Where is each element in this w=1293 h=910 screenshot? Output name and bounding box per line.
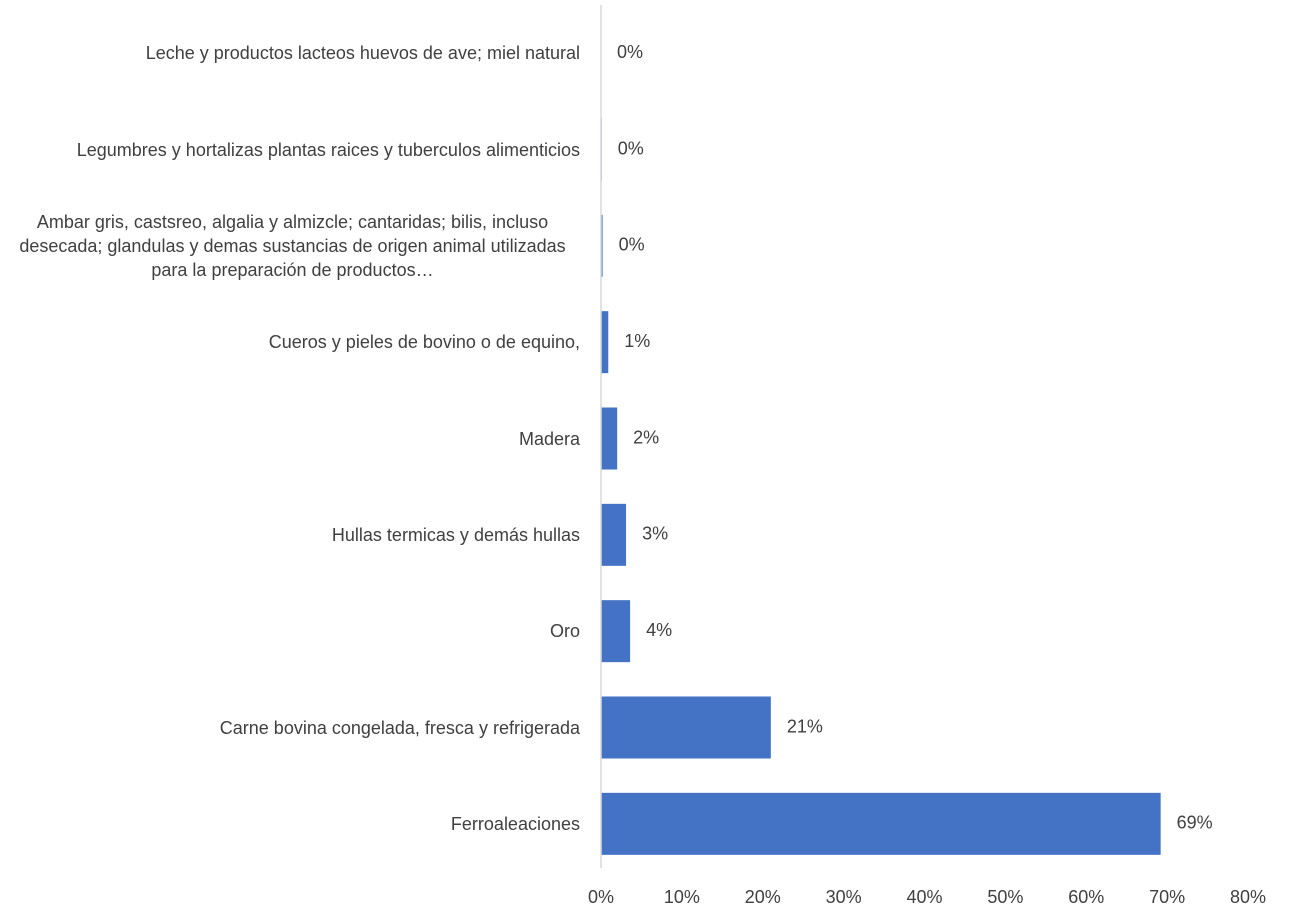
bar	[601, 503, 627, 566]
bar	[601, 407, 618, 470]
bar	[601, 214, 603, 277]
data-label: 69%	[1177, 813, 1213, 833]
data-label: 0%	[619, 235, 645, 255]
x-tick-label: 60%	[1068, 887, 1104, 907]
data-label: 21%	[787, 716, 823, 736]
category-label-box: Cueros y pieles de bovino o de equino,	[0, 330, 580, 354]
bar	[601, 311, 609, 374]
y-tick-label: Hullas termicas y demás hullas	[331, 524, 580, 545]
x-tick-label: 0%	[588, 887, 614, 907]
bar	[601, 792, 1161, 855]
category-label-box: Hullas termicas y demás hullas	[0, 523, 580, 547]
y-tick-label: Ambar gris, castsreo, algalia y almizcle…	[19, 211, 566, 280]
y-tick-label: Leche y productos lacteos huevos de ave;…	[145, 43, 580, 64]
category-label-box: Ambar gris, castsreo, algalia y almizcle…	[0, 210, 580, 282]
category-label-box: Leche y productos lacteos huevos de ave;…	[0, 41, 580, 65]
x-tick-label: 80%	[1230, 887, 1266, 907]
data-label: 4%	[646, 620, 672, 640]
x-tick-label: 50%	[987, 887, 1023, 907]
y-tick-label: Cueros y pieles de bovino o de equino,	[268, 332, 580, 353]
category-label-box: Oro	[0, 619, 580, 643]
bar	[601, 600, 631, 663]
y-tick-label: Madera	[518, 428, 580, 449]
data-label: 3%	[642, 524, 668, 544]
data-label: 0%	[618, 138, 644, 158]
data-label: 1%	[624, 331, 650, 351]
x-tick-label: 30%	[826, 887, 862, 907]
y-tick-label: Ferroaleaciones	[450, 813, 580, 834]
y-tick-label: Oro	[549, 621, 580, 642]
category-label-box: Ferroaleaciones	[0, 812, 580, 836]
category-label-box: Madera	[0, 427, 580, 451]
data-label: 0%	[617, 42, 643, 62]
bar	[601, 696, 771, 759]
x-tick-label: 20%	[745, 887, 781, 907]
category-label-box: Carne bovina congelada, fresca y refrige…	[0, 716, 580, 740]
x-tick-label: 70%	[1149, 887, 1185, 907]
data-label: 2%	[633, 427, 659, 447]
x-tick-label: 10%	[664, 887, 700, 907]
category-label-box: Legumbres y hortalizas plantas raices y …	[0, 138, 580, 162]
y-tick-label: Carne bovina congelada, fresca y refrige…	[219, 717, 580, 738]
y-tick-label: Legumbres y hortalizas plantas raices y …	[76, 139, 580, 160]
x-tick-label: 40%	[906, 887, 942, 907]
